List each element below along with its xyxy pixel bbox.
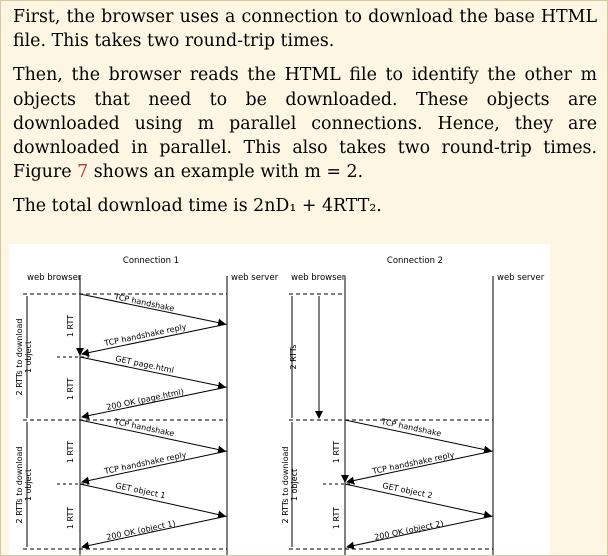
connection1-msg-3: GET page.html: [115, 354, 175, 375]
connection1-msg-arrow-7: [79, 483, 226, 519]
connection1-msg-6: TCP handshake reply: [103, 450, 188, 476]
connection1-server-label: web server: [231, 273, 279, 283]
connection1-rtt-2: 1 RTT: [66, 378, 75, 400]
connection1-msg-arrow-1: [79, 293, 226, 327]
paragraph-2-tail: shows an example with m = 2.: [88, 162, 364, 183]
paragraph-1: First, the browser uses a connection to …: [13, 7, 597, 52]
connection2-rtt-1: 1 RTT: [332, 441, 341, 463]
paragraph-3: The total download time is 2nD₁ + 4RTT₂.: [13, 196, 382, 217]
connection1-msg-arrow-5: [79, 419, 226, 454]
connection1-msg-arrow-2: [81, 323, 228, 357]
connection1-msg-arrow-3: [79, 356, 226, 390]
connection2-msg-arrow-3: [344, 483, 492, 519]
connection2-browser-label: web browser: [291, 273, 346, 283]
connection1-msg-arrow-4: [81, 386, 228, 420]
connection1-title: Connection 1: [123, 256, 179, 266]
connection1-msg-1: TCP handshake: [113, 292, 176, 313]
connection2-msg-4: 200 OK (object 2): [374, 519, 445, 542]
sequence-diagram: Connection 1 web browser web server 2 RT…: [15, 256, 545, 555]
body-text: First, the browser uses a connection to …: [13, 5, 597, 229]
sequence-diagram-figure: Connection 1 web browser web server 2 RT…: [9, 244, 550, 555]
connection2-server-label: web server: [497, 273, 545, 283]
paragraph-2-text: Then, the browser reads the HTML file to…: [13, 65, 597, 183]
connection2-title: Connection 2: [387, 256, 443, 266]
connection2-outer-label-top: 2 RTTs: [289, 344, 298, 369]
connection2-msg-arrow-1: [344, 419, 492, 454]
connection1-msg-4: 200 OK (page.html): [106, 387, 185, 412]
connection1-msg-arrow-8: [81, 515, 228, 550]
figure-reference-link[interactable]: 7: [77, 162, 89, 183]
connection2-msg-arrow-2: [346, 450, 494, 485]
connection2-msg-2: TCP handshake reply: [371, 450, 456, 476]
connection2-rtt-2: 1 RTT: [332, 507, 341, 529]
connection1-browser-label: web browser: [27, 273, 82, 283]
connection1-outer-label-2: 2 RTTs to download1 object: [15, 447, 33, 524]
paragraph-2: Then, the browser reads the HTML file to…: [13, 63, 597, 184]
connection1-rtt-1: 1 RTT: [66, 315, 75, 337]
connection2-outer-label-bottom: 2 RTTs to download1 object: [281, 447, 299, 524]
connection1-rtt-3: 1 RTT: [66, 441, 75, 463]
connection1-msg-8: 200 OK (object 1): [106, 519, 177, 542]
connection1-outer-label-1: 2 RTTs to download1 object: [15, 319, 33, 396]
connection1-msg-arrow-6: [81, 450, 228, 485]
connection1-rtt-4: 1 RTT: [66, 507, 75, 529]
connection2-msg-arrow-4: [346, 515, 494, 550]
